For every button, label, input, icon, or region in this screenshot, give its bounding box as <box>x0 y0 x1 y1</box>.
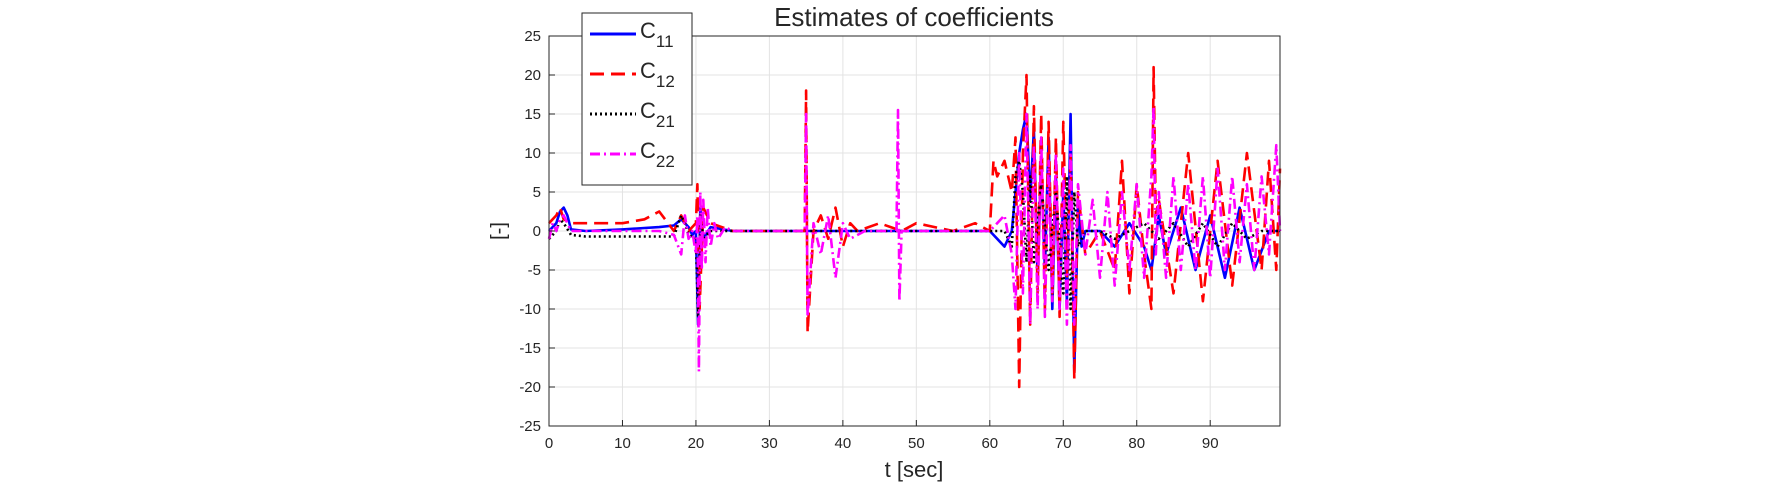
y-axis-label: [-] <box>488 222 510 240</box>
y-tick-label: 10 <box>524 145 541 162</box>
series-line-c12 <box>548 65 1282 389</box>
y-tick-label: -5 <box>528 262 541 279</box>
x-tick-label: 40 <box>835 435 852 452</box>
legend-label-c21: C21 <box>640 98 675 131</box>
y-tick-label: 15 <box>524 106 541 123</box>
legend-label-c11: C11 <box>640 18 674 51</box>
y-tick-label: 5 <box>533 184 541 201</box>
x-axis-label: t [sec] <box>885 457 944 482</box>
legend-label-base: C <box>640 18 656 43</box>
y-tick-label: -25 <box>519 418 541 435</box>
legend-label-base: C <box>640 98 656 123</box>
legend-label-subscript: 11 <box>656 32 674 51</box>
x-tick-label: 0 <box>545 435 553 452</box>
y-tick-label: 20 <box>524 67 541 84</box>
x-tick-label: 80 <box>1128 435 1145 452</box>
y-tick-label: -20 <box>519 379 541 396</box>
y-tick-label: -10 <box>519 301 541 318</box>
x-tick-label: 20 <box>688 435 705 452</box>
x-tick-label: 10 <box>614 435 631 452</box>
x-tick-label: 50 <box>908 435 925 452</box>
series-line-c22 <box>547 104 1282 373</box>
x-tick-label: 30 <box>761 435 778 452</box>
y-tick-label: 0 <box>533 223 541 240</box>
legend-label-c22: C22 <box>640 138 675 171</box>
series-line-c21 <box>548 159 1280 319</box>
legend-label-base: C <box>640 58 656 83</box>
x-tick-label: 70 <box>1055 435 1072 452</box>
chart-title: Estimates of coefficients <box>774 2 1054 32</box>
x-tick-label: 90 <box>1202 435 1219 452</box>
x-tick-label: 60 <box>981 435 998 452</box>
y-tick-label: -15 <box>519 340 541 357</box>
legend-label-c12: C12 <box>640 58 675 91</box>
legend-label-subscript: 22 <box>656 152 675 171</box>
legend-label-subscript: 21 <box>656 112 675 131</box>
legend-label-base: C <box>640 138 656 163</box>
series-layer <box>547 65 1282 389</box>
legend-label-subscript: 12 <box>656 72 675 91</box>
legend-box <box>581 12 693 186</box>
axis-ticks: 0 10 20 30 40 50 60 70 80 902520151050-5-10-15-20… <box>519 28 1218 452</box>
y-tick-label: 25 <box>524 28 541 45</box>
